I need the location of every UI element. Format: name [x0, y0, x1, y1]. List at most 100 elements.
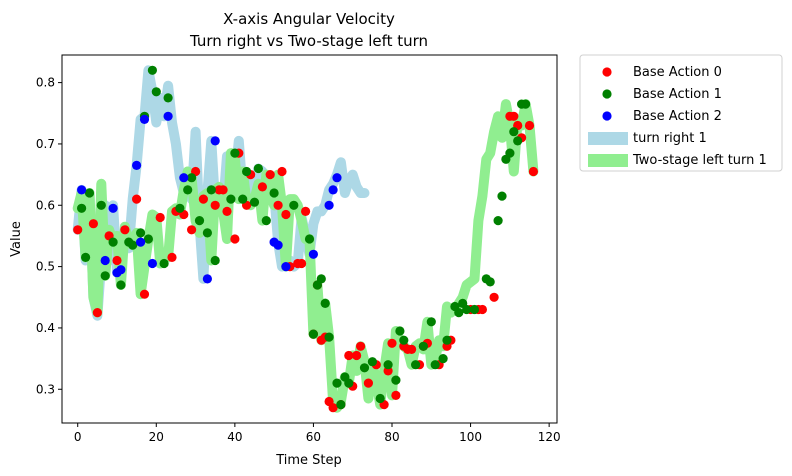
point-action-1 [108, 237, 118, 247]
point-action-1 [513, 136, 523, 146]
point-action-1 [344, 378, 354, 388]
point-action-1 [143, 234, 153, 244]
point-action-2 [108, 203, 118, 213]
point-action-0 [524, 120, 535, 131]
point-action-1 [242, 166, 252, 177]
point-action-0 [328, 403, 338, 413]
point-action-1 [308, 329, 318, 339]
point-action-1 [497, 191, 507, 201]
chart-subtitle: Turn right vs Two-stage left turn [189, 32, 428, 50]
point-action-2 [281, 262, 291, 272]
point-action-1 [411, 360, 421, 370]
point-action-1 [332, 378, 342, 388]
point-action-1 [395, 326, 405, 336]
point-action-1 [418, 341, 428, 351]
point-action-0 [265, 170, 275, 180]
point-action-1 [304, 234, 315, 244]
point-action-1 [249, 197, 260, 207]
y-tick-label: 0.4 [36, 321, 55, 335]
point-action-1 [206, 185, 216, 195]
point-action-2 [273, 240, 283, 250]
point-action-1 [147, 65, 157, 75]
point-action-0 [187, 225, 197, 235]
point-action-1 [175, 203, 185, 213]
point-action-1 [210, 255, 220, 266]
point-action-2 [179, 173, 189, 183]
point-action-1 [269, 188, 279, 198]
x-tick-label: 0 [74, 430, 82, 444]
legend-label: Two-stage left turn 1 [632, 153, 767, 168]
point-action-0 [222, 206, 232, 216]
chart-title: X-axis Angular Velocity [223, 10, 395, 28]
plot-frame [61, 54, 558, 424]
point-action-1 [469, 304, 480, 315]
point-action-2 [132, 160, 142, 170]
point-action-1 [426, 317, 436, 327]
point-action-1 [462, 304, 472, 315]
point-action-1 [187, 173, 197, 183]
x-tick-label: 80 [384, 430, 399, 444]
point-action-1 [359, 363, 370, 373]
point-action-2 [139, 114, 150, 124]
y-axis-label: Value [9, 221, 24, 257]
point-action-0 [387, 338, 397, 348]
point-action-2 [163, 111, 173, 121]
point-action-1 [159, 258, 169, 269]
point-action-1 [367, 357, 377, 367]
point-action-1 [202, 228, 212, 238]
point-action-2 [324, 200, 334, 210]
point-action-0 [301, 206, 311, 216]
point-action-0 [198, 194, 208, 204]
y-axis: 0.3 0.4 0.5 0.6 0.7 0.8 [36, 76, 62, 396]
point-action-1 [289, 200, 299, 210]
point-action-2 [328, 185, 338, 195]
point-action-0 [489, 292, 499, 302]
point-action-1 [399, 335, 409, 345]
point-action-2 [332, 173, 342, 183]
x-tick-label: 100 [459, 430, 482, 444]
point-action-2 [116, 265, 126, 275]
point-action-0 [281, 209, 291, 220]
x-tick-label: 60 [306, 430, 321, 444]
point-action-0 [112, 255, 122, 266]
point-action-2 [136, 237, 146, 247]
point-action-1 [96, 200, 106, 210]
point-action-1 [136, 228, 146, 238]
x-tick-label: 120 [538, 430, 561, 444]
point-action-1 [116, 280, 126, 290]
point-action-0 [352, 350, 362, 361]
legend: Base Action 0 Base Action 1 Base Action 2 t… [579, 54, 783, 172]
legend-box [579, 54, 783, 172]
point-action-1 [430, 360, 440, 370]
point-action-0 [257, 182, 267, 192]
point-action-0 [88, 219, 98, 229]
point-action-1 [151, 87, 161, 97]
point-action-0 [391, 390, 401, 400]
point-action-0 [218, 185, 228, 195]
point-action-1 [485, 277, 495, 287]
point-action-1 [505, 148, 515, 158]
point-action-1 [391, 375, 401, 385]
y-tick-label: 0.5 [36, 260, 55, 274]
point-action-0 [277, 166, 287, 177]
legend-label: turn right 1 [633, 131, 707, 146]
point-action-2 [308, 249, 318, 259]
point-action-1 [128, 240, 138, 250]
point-action-1 [226, 194, 236, 204]
point-action-1 [493, 216, 503, 226]
point-action-1 [509, 127, 519, 137]
point-action-1 [100, 271, 110, 281]
point-action-2 [77, 185, 87, 195]
point-action-2 [202, 274, 212, 284]
x-tick-label: 40 [227, 430, 242, 444]
point-action-0 [139, 289, 150, 299]
point-action-1 [194, 216, 205, 226]
point-action-1 [454, 308, 464, 318]
point-action-0 [407, 344, 417, 354]
point-action-0 [273, 200, 283, 210]
point-action-0 [92, 308, 102, 318]
point-action-0 [509, 111, 519, 121]
x-axis: 0 20 40 60 80 100 120 [74, 423, 561, 444]
point-action-1 [336, 400, 346, 410]
